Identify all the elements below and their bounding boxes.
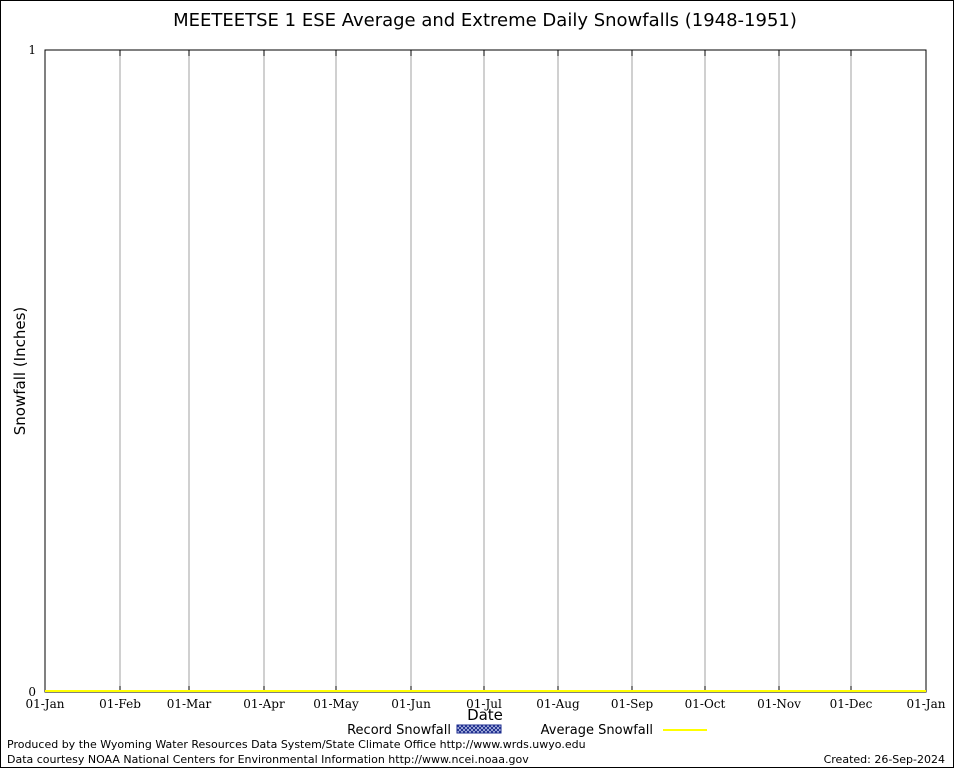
x-tick-label: 01-Apr: [243, 697, 285, 711]
x-tick-label: 01-Aug: [536, 697, 580, 711]
footer-data-courtesy: Data courtesy NOAA National Centers for …: [7, 753, 529, 766]
x-tick-label: 01-May: [313, 697, 359, 711]
legend-record-swatch: [456, 724, 502, 734]
x-tick-label: 01-Nov: [757, 697, 801, 711]
y-tick-label: 1: [28, 43, 36, 57]
y-axis-ticks: 01: [28, 43, 36, 699]
grid-lines: [119, 50, 852, 692]
x-tick-label: 01-Jul: [466, 697, 502, 711]
x-tick-label: 01-Jan: [25, 697, 64, 711]
chart-title: MEETEETSE 1 ESE Average and Extreme Dail…: [173, 10, 797, 31]
x-tick-label: 01-Jan: [906, 697, 945, 711]
footer-created: Created: 26-Sep-2024: [824, 753, 945, 766]
legend-record-label: Record Snowfall: [347, 723, 451, 738]
footer-produced-by: Produced by the Wyoming Water Resources …: [7, 738, 586, 751]
plot-border: [44, 49, 927, 693]
x-tick-label: 01-Jun: [391, 697, 431, 711]
legend-average-label: Average Snowfall: [541, 723, 653, 738]
y-tick-label: 0: [28, 685, 36, 699]
legend: Record Snowfall Average Snowfall: [347, 723, 707, 738]
x-tick-label: 01-Dec: [830, 697, 873, 711]
x-tick-label: 01-Feb: [99, 697, 141, 711]
x-axis-ticks: 01-Jan 01-Feb 01-Mar 01-Apr 01-May 01-Jun 01-J…: [25, 50, 946, 711]
x-tick-label: 01-Mar: [167, 697, 212, 711]
x-tick-label: 01-Sep: [611, 697, 654, 711]
y-axis-label: Snowfall (Inches): [11, 307, 29, 435]
x-tick-label: 01-Oct: [685, 697, 726, 711]
x-axis-label: Date: [467, 706, 503, 724]
